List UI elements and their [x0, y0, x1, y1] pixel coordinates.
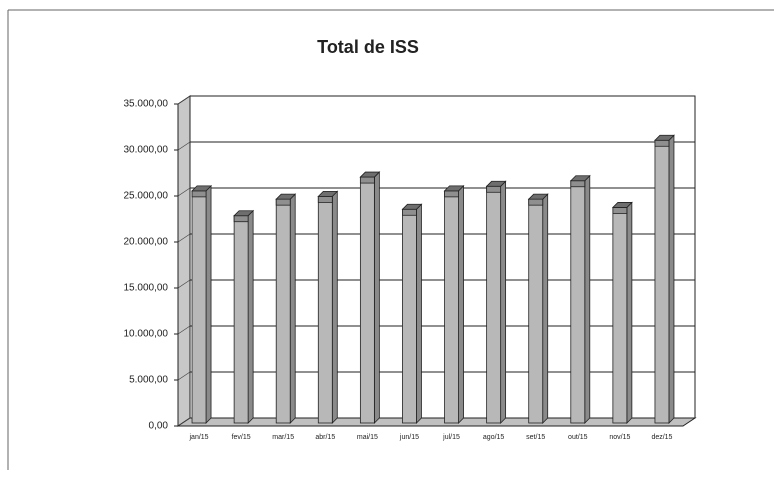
bar-top: [653, 134, 675, 141]
bar-side: [584, 174, 591, 424]
bar: [612, 207, 628, 424]
y-tick-label: 10.000,00: [124, 329, 169, 340]
bar-side: [331, 190, 338, 424]
bar-side: [458, 184, 464, 424]
bar: [317, 195, 333, 424]
y-tick-label: 35.000,00: [124, 99, 169, 110]
bar: [570, 180, 586, 424]
bar-band: [444, 190, 459, 198]
grid-line-side: [177, 95, 191, 105]
grid-line-side: [177, 325, 191, 335]
bar-band: [570, 180, 586, 188]
x-tick-label: out/15: [568, 434, 588, 441]
x-tick-label: jan/15: [189, 434, 209, 441]
bar-top: [275, 193, 297, 200]
grid-line-side: [177, 233, 191, 243]
y-tick-label: 30.000,00: [124, 145, 169, 156]
grid-line-side: [177, 279, 191, 289]
bar-side: [373, 171, 380, 424]
x-tick-label: set/15: [526, 434, 545, 441]
y-tick-label: 15.000,00: [124, 283, 169, 294]
bar-top: [359, 171, 381, 178]
x-tick-label: jul/15: [442, 434, 460, 441]
bar: [444, 190, 459, 424]
bar: [359, 176, 375, 424]
bar-top: [527, 193, 549, 200]
y-tick-label: 5.000,00: [129, 375, 168, 386]
grid-line-side: [177, 417, 191, 427]
bar-top: [569, 175, 591, 182]
bar-top: [191, 185, 213, 192]
x-tick-label: dez/15: [651, 434, 672, 441]
bar: [233, 215, 249, 424]
bar-top: [611, 202, 633, 208]
bar-band: [275, 198, 291, 206]
bar: [191, 190, 207, 424]
bar: [275, 198, 291, 424]
grid-line-side: [177, 187, 191, 197]
grid-line-side: [177, 371, 191, 381]
bar-band: [191, 190, 207, 198]
bar-side: [668, 134, 675, 424]
side-wall: [177, 95, 191, 427]
bar-top: [443, 185, 465, 192]
x-tick-label: ago/15: [483, 434, 505, 441]
chart-title: Total de ISS: [317, 37, 419, 57]
bar-band: [528, 198, 544, 206]
bar-band: [359, 176, 375, 184]
bar-side: [416, 203, 422, 424]
bar-side: [205, 184, 212, 424]
x-tick-label: mar/15: [272, 434, 294, 441]
bar-band: [612, 207, 628, 214]
bar-band: [317, 195, 333, 203]
bar-top: [485, 180, 507, 187]
bar-side: [542, 193, 549, 424]
bar: [486, 185, 502, 424]
x-tick-label: nov/15: [609, 434, 630, 441]
bar-side: [289, 193, 296, 424]
bar: [654, 139, 670, 424]
y-tick-label: 0,00: [149, 421, 169, 432]
bar-top: [401, 203, 423, 210]
y-tick-label: 20.000,00: [124, 237, 169, 248]
bar: [528, 198, 544, 424]
y-tick-label: 25.000,00: [124, 191, 169, 202]
bar-top: [233, 210, 255, 217]
bar-side: [500, 180, 507, 424]
bar-band: [486, 185, 502, 193]
x-tick-label: abr/15: [315, 434, 335, 441]
bar-band: [233, 215, 249, 223]
bar: [402, 208, 417, 424]
bar-band: [654, 139, 670, 147]
grid-line-side: [177, 141, 191, 151]
bar-side: [626, 201, 633, 424]
x-tick-label: mai/15: [357, 434, 378, 441]
x-tick-label: fev/15: [232, 434, 251, 441]
x-tick-label: jun/15: [399, 434, 419, 441]
bar-top: [317, 190, 339, 197]
bar-side: [247, 209, 254, 424]
bar-band: [402, 208, 417, 216]
